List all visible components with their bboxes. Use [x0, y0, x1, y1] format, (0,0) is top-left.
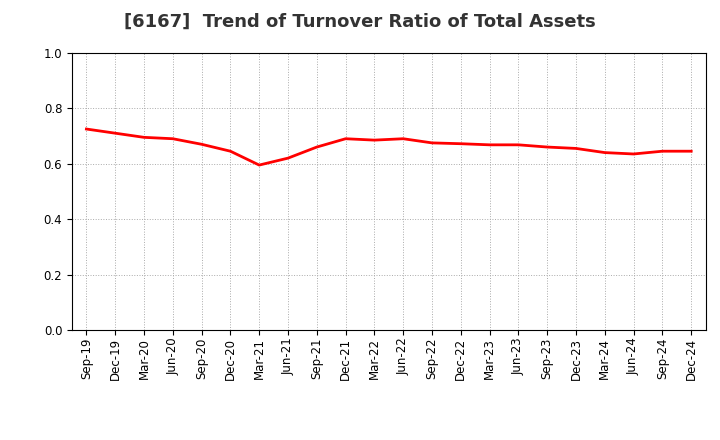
Text: [6167]  Trend of Turnover Ratio of Total Assets: [6167] Trend of Turnover Ratio of Total …: [124, 13, 596, 31]
